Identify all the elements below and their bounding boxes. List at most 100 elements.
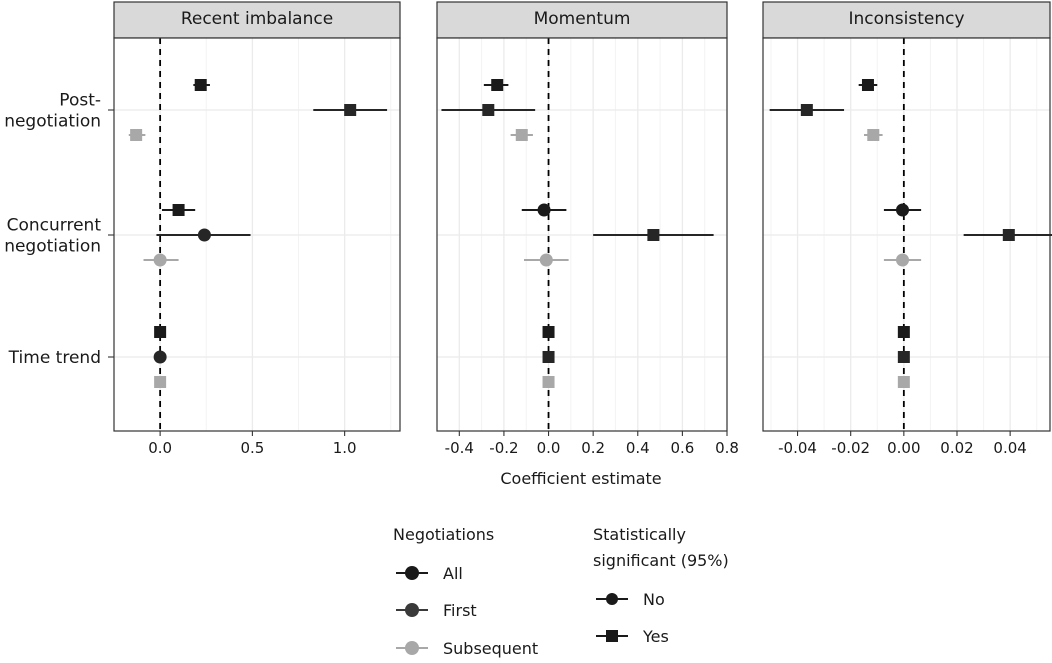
- data-point: [897, 351, 910, 363]
- data-point: [542, 326, 555, 338]
- data-point: [161, 204, 196, 216]
- legend-label: Subsequent: [443, 639, 538, 658]
- point-marker-circle: [537, 203, 551, 217]
- x-tick-label: -0.2: [489, 439, 518, 457]
- legend-title-negotiations: Negotiations: [393, 525, 494, 544]
- legend: Negotiations All First Subsequent Statistica…: [393, 525, 729, 658]
- legend-label: First: [443, 601, 477, 620]
- data-point: [858, 79, 878, 91]
- legend-title-line: Statistically: [593, 525, 686, 544]
- panel-strip: [113, 1, 401, 39]
- panel-title: Inconsistency: [848, 9, 964, 29]
- x-tick-label: -0.4: [445, 439, 474, 457]
- y-category-label: Post-negotiation: [4, 91, 101, 132]
- point-marker-circle: [197, 228, 211, 242]
- x-tick-label: 1.0: [333, 439, 357, 457]
- panel-border: [436, 37, 728, 432]
- point-marker-square: [897, 376, 910, 388]
- point-marker-square: [194, 79, 207, 91]
- data-point: [897, 376, 910, 388]
- panel-strip: [762, 1, 1051, 39]
- point-marker-circle: [153, 253, 167, 267]
- data-point: [593, 229, 714, 241]
- data-point: [521, 203, 567, 217]
- data-point: [483, 79, 509, 91]
- legend-key-square: [606, 630, 618, 642]
- x-tick-label: 0.0: [537, 439, 561, 457]
- panels-layer: Recent imbalance 0.0 0.5 1.0 Momentum -0.4 -0.…: [113, 1, 1052, 457]
- x-tick-label: 0.5: [240, 439, 264, 457]
- y-label-line: Post-: [59, 91, 101, 111]
- point-marker-circle: [896, 203, 910, 217]
- x-tick-label: 0.2: [581, 439, 605, 457]
- point-marker-square: [542, 376, 555, 388]
- point-marker-square: [647, 229, 660, 241]
- data-point: [156, 228, 251, 242]
- panel-title: Recent imbalance: [181, 9, 333, 29]
- legend-title-significance: Statistically significant (95%): [593, 525, 729, 570]
- data-point: [963, 229, 1052, 241]
- panel-0: Recent imbalance 0.0 0.5 1.0: [113, 1, 401, 457]
- panel-title: Momentum: [534, 9, 631, 29]
- point-marker-square: [154, 376, 167, 388]
- x-axis-title: Coefficient estimate: [500, 469, 661, 488]
- y-label-line: negotiation: [4, 237, 101, 257]
- data-point: [143, 253, 179, 267]
- legend-label: No: [643, 590, 665, 609]
- y-label-line: Time trend: [8, 348, 101, 368]
- x-tick-label: 0.0: [148, 439, 172, 457]
- point-marker-square: [515, 129, 528, 141]
- point-marker-square: [344, 104, 357, 116]
- point-marker-square: [482, 104, 495, 116]
- data-point: [769, 104, 845, 116]
- point-marker-square: [1002, 229, 1015, 241]
- point-marker-square: [130, 129, 143, 141]
- point-marker-square: [491, 79, 504, 91]
- point-marker-square: [542, 326, 555, 338]
- point-marker-square: [867, 129, 880, 141]
- data-point: [883, 253, 922, 267]
- data-point: [524, 253, 569, 267]
- legend-key-circle: [405, 566, 419, 580]
- x-tick-label: -0.02: [831, 439, 870, 457]
- panel-2: Inconsistency -0.04 -0.02 0.00 0.02 0.04: [762, 1, 1052, 457]
- data-point: [313, 104, 388, 116]
- x-tick-label: 0.04: [993, 439, 1026, 457]
- point-marker-square: [542, 351, 555, 363]
- point-marker-square: [800, 104, 813, 116]
- panel-1: Momentum -0.4 -0.2 0.0 0.2 0.4 0.6 0.8: [436, 1, 739, 457]
- y-label-line: Concurrent: [7, 216, 102, 236]
- data-point: [542, 351, 555, 363]
- data-point: [510, 129, 533, 141]
- point-marker-circle: [539, 253, 553, 267]
- y-label-line: negotiation: [4, 112, 101, 132]
- y-category-label: Concurrent negotiation: [4, 216, 101, 257]
- x-tick-label: -0.04: [778, 439, 817, 457]
- data-point: [153, 350, 167, 364]
- x-tick-label: 0.6: [670, 439, 694, 457]
- data-point: [897, 326, 910, 338]
- data-point: [193, 79, 210, 91]
- data-point: [883, 203, 922, 217]
- x-tick-label: 0.8: [715, 439, 739, 457]
- x-tick-label: 0.00: [887, 439, 920, 457]
- legend-label: Yes: [642, 627, 669, 646]
- legend-title-line: significant (95%): [593, 551, 729, 570]
- legend-key-circle: [606, 593, 618, 605]
- legend-key-circle: [405, 641, 419, 655]
- data-point: [542, 376, 555, 388]
- data-point: [154, 326, 167, 338]
- x-tick-label: 0.02: [940, 439, 973, 457]
- point-marker-square: [172, 204, 185, 216]
- x-tick-label: 0.4: [626, 439, 650, 457]
- point-marker-square: [897, 326, 910, 338]
- point-marker-square: [154, 326, 167, 338]
- panel-strip: [436, 1, 728, 39]
- y-category-label: Time trend: [8, 348, 101, 368]
- point-marker-circle: [896, 253, 910, 267]
- data-point: [441, 104, 536, 116]
- data-point: [863, 129, 883, 141]
- data-point: [154, 376, 167, 388]
